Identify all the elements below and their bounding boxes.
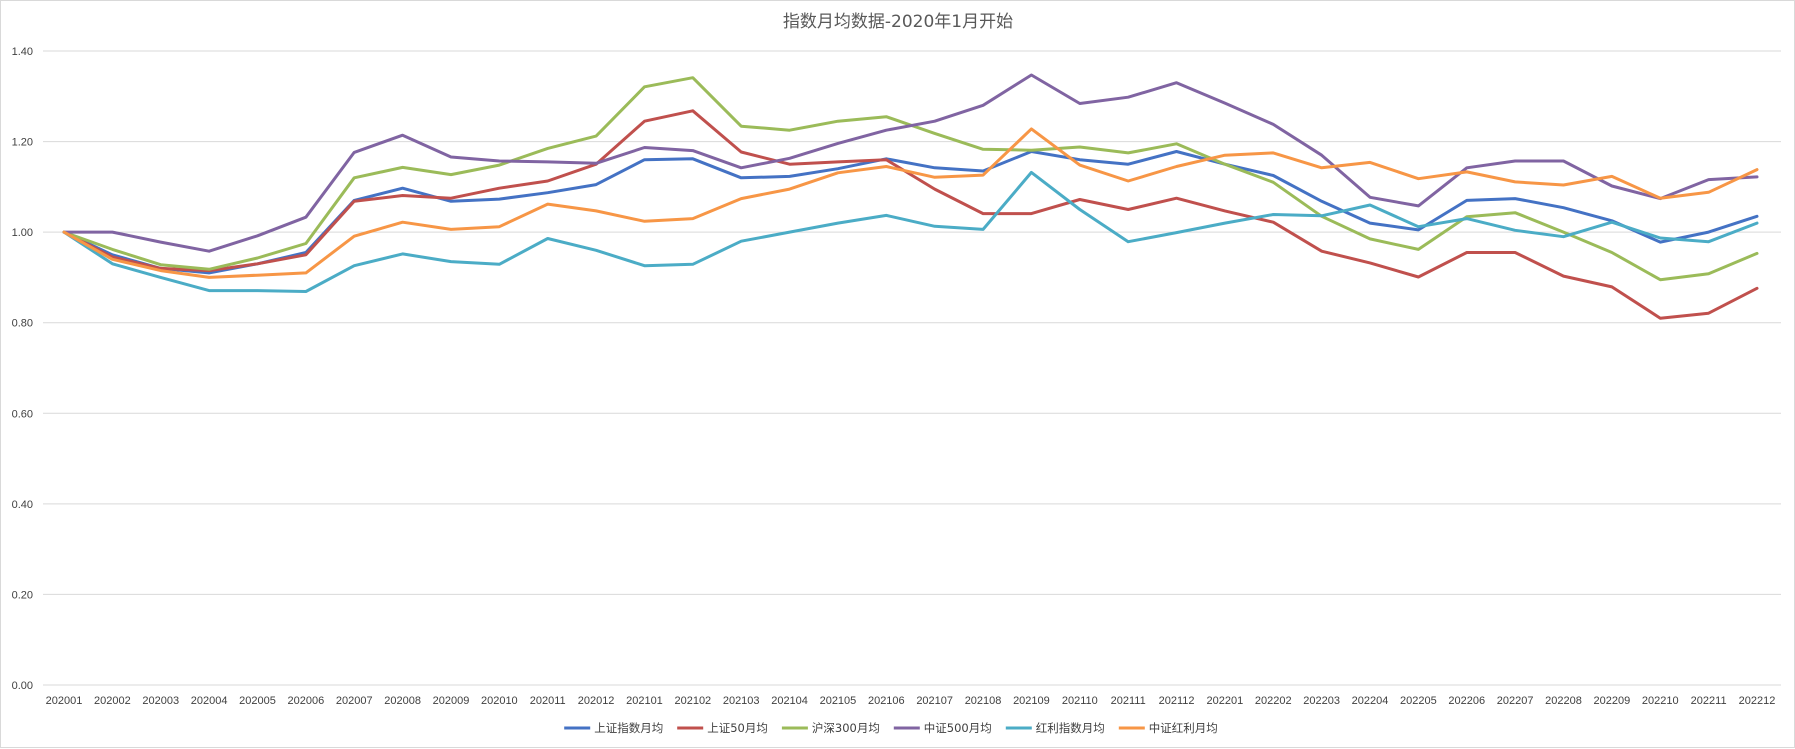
x-tick-label: 202002 xyxy=(94,695,131,707)
y-tick-label: 1.20 xyxy=(12,137,33,149)
x-tick-label: 202010 xyxy=(481,695,518,707)
x-tick-label: 202206 xyxy=(1448,695,1485,707)
x-tick-label: 202107 xyxy=(916,695,953,707)
y-tick-label: 0.60 xyxy=(12,408,33,420)
legend-label: 红利指数月均 xyxy=(1036,721,1105,735)
x-tick-label: 202109 xyxy=(1013,695,1050,707)
x-tick-label: 202112 xyxy=(1159,695,1195,707)
y-tick-label: 0.80 xyxy=(12,318,33,330)
x-tick-label: 202006 xyxy=(287,695,324,707)
legend-item: 沪深300月均 xyxy=(781,721,880,735)
x-tick-label: 202208 xyxy=(1545,695,1582,707)
series-line xyxy=(62,170,1759,293)
y-axis-ticks: 0.00 0.20 0.40 0.60 0.80 1.00 1.20 1.40 xyxy=(12,46,33,692)
x-tick-label: 202105 xyxy=(820,695,857,707)
x-tick-label: 202210 xyxy=(1642,695,1679,707)
x-tick-label: 202101 xyxy=(626,695,663,707)
x-tick-label: 202005 xyxy=(239,695,276,707)
legend-item: 上证50月均 xyxy=(677,721,768,735)
x-tick-label: 202209 xyxy=(1594,695,1631,707)
x-tick-label: 202009 xyxy=(433,695,470,707)
x-tick-label: 202003 xyxy=(142,695,179,707)
y-tick-label: 0.40 xyxy=(12,499,33,511)
x-tick-label: 202001 xyxy=(46,695,83,707)
x-tick-label: 202008 xyxy=(384,695,421,707)
legend-label: 中证500月均 xyxy=(924,721,992,735)
legend: 上证指数月均 上证50月均 沪深300月均 中证500月均 红利指数月均 中证红利月均 xyxy=(564,721,1218,735)
x-tick-label: 202104 xyxy=(771,695,808,707)
x-axis-ticks: 202001 202002 202003 202004 202005 202006 2020… xyxy=(46,695,1776,707)
x-tick-label: 202012 xyxy=(578,695,615,707)
x-tick-label: 202108 xyxy=(965,695,1002,707)
y-tick-label: 1.40 xyxy=(12,46,33,58)
legend-item: 中证红利月均 xyxy=(1118,721,1218,735)
series-line xyxy=(62,109,1759,320)
x-tick-label: 202110 xyxy=(1062,695,1098,707)
x-tick-label: 202102 xyxy=(674,695,711,707)
x-tick-label: 202204 xyxy=(1352,695,1389,707)
y-tick-label: 0.20 xyxy=(12,589,33,601)
series-line xyxy=(62,73,1759,253)
y-tick-label: 1.00 xyxy=(12,227,33,239)
x-tick-label: 202203 xyxy=(1303,695,1340,707)
x-tick-label: 202212 xyxy=(1739,695,1776,707)
legend-item: 中证500月均 xyxy=(893,721,992,735)
x-tick-label: 202211 xyxy=(1691,695,1727,707)
legend-item: 红利指数月均 xyxy=(1005,721,1105,735)
series-lines xyxy=(62,73,1759,320)
x-tick-label: 202004 xyxy=(191,695,228,707)
series-line xyxy=(62,127,1759,279)
x-tick-label: 202106 xyxy=(868,695,905,707)
legend-item: 上证指数月均 xyxy=(564,721,663,735)
legend-label: 上证指数月均 xyxy=(594,721,663,735)
x-tick-label: 202202 xyxy=(1255,695,1292,707)
x-tick-label: 202007 xyxy=(336,695,373,707)
legend-label: 中证红利月均 xyxy=(1149,721,1218,735)
x-tick-label: 202111 xyxy=(1111,695,1146,707)
x-tick-label: 202011 xyxy=(530,695,566,707)
x-tick-label: 202207 xyxy=(1497,695,1534,707)
gridlines xyxy=(43,50,1781,686)
legend-label: 上证50月均 xyxy=(707,721,768,735)
x-tick-label: 202201 xyxy=(1207,695,1244,707)
y-tick-label: 0.00 xyxy=(12,680,33,692)
chart-title: 指数月均数据-2020年1月开始 xyxy=(783,12,1013,32)
legend-label: 沪深300月均 xyxy=(812,721,880,735)
x-tick-label: 202205 xyxy=(1400,695,1437,707)
x-tick-label: 202103 xyxy=(723,695,760,707)
